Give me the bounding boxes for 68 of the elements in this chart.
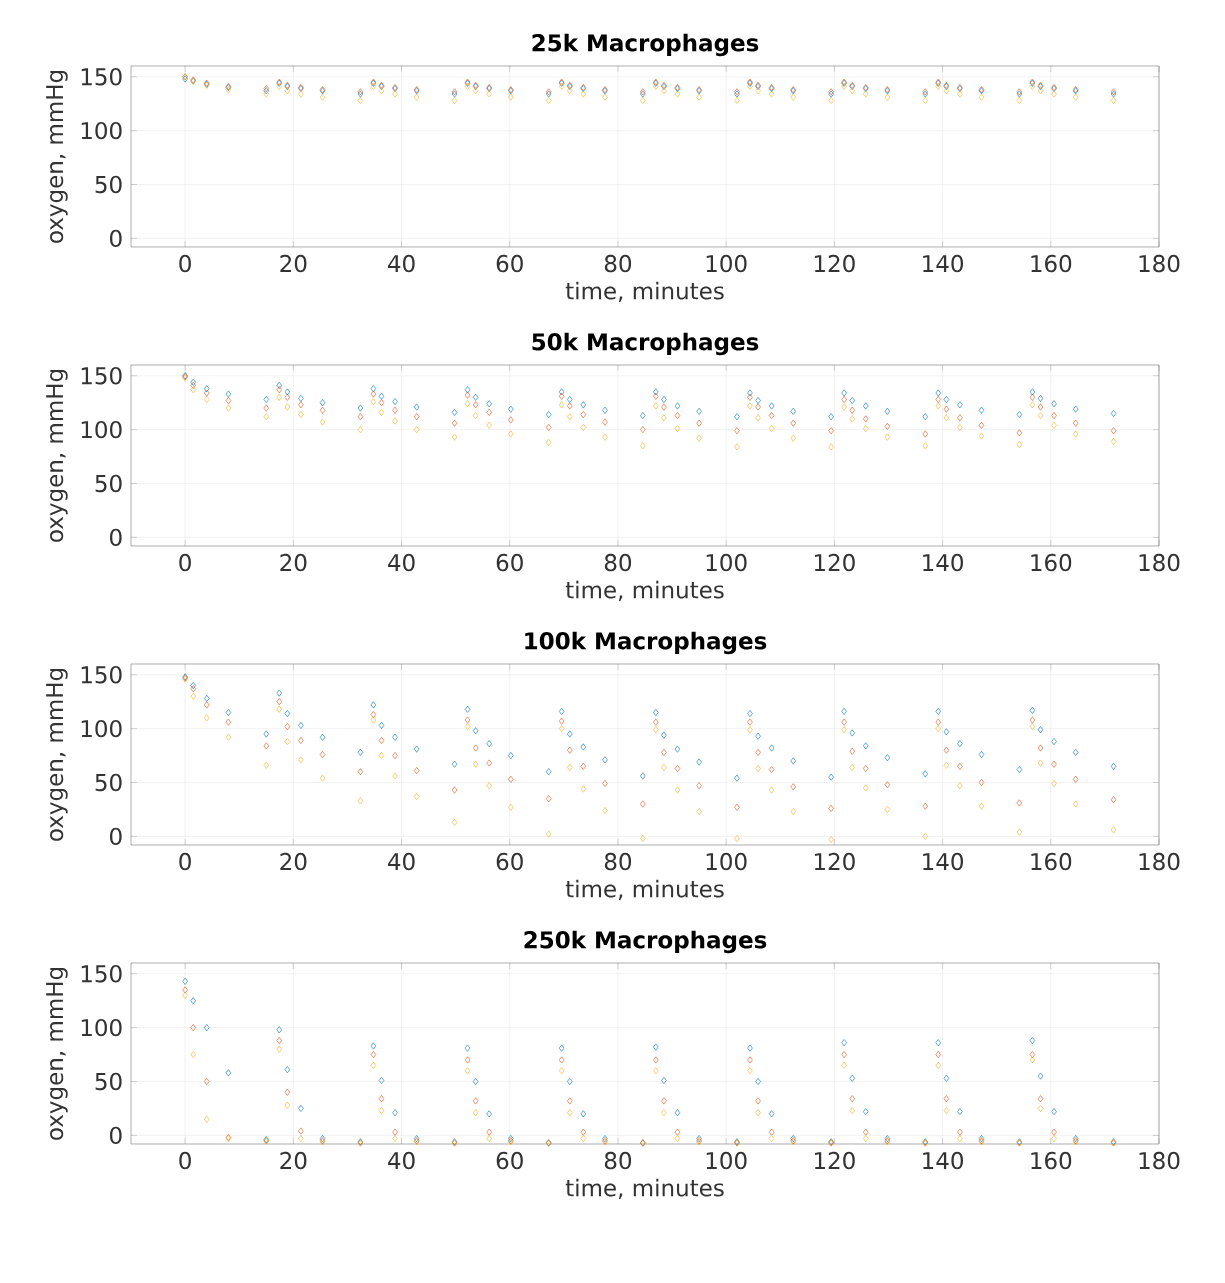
- x-tick-label: 60: [496, 553, 523, 572]
- chart-title: 25k Macrophages: [532, 33, 759, 57]
- x-axis-title: time, minutes: [565, 1178, 724, 1199]
- y-axis-title: oxygen, mmHg: [46, 668, 68, 841]
- y-axis-title: oxygen, mmHg: [46, 369, 68, 542]
- y-tick-label: 100: [81, 121, 122, 140]
- x-tick-label: 160: [1031, 254, 1072, 273]
- x-tick-label: 0: [179, 1151, 191, 1170]
- x-tick-label: 180: [1139, 852, 1180, 871]
- x-axis-title: time, minutes: [565, 580, 724, 601]
- x-tick-label: 0: [179, 852, 191, 871]
- y-tick-label: 0: [110, 528, 122, 547]
- y-tick-label: 150: [81, 68, 122, 86]
- x-tick-label: 20: [280, 1151, 307, 1170]
- chart-title: 250k Macrophages: [524, 930, 767, 954]
- y-axis-title: oxygen, mmHg: [46, 70, 68, 243]
- x-tick-label: 0: [179, 553, 191, 572]
- x-tick-label: 20: [280, 553, 307, 572]
- x-tick-label: 120: [814, 254, 855, 273]
- x-tick-label: 80: [604, 852, 632, 871]
- x-tick-label: 0: [179, 254, 191, 273]
- x-tick-label: 40: [388, 553, 415, 572]
- x-tick-label: 120: [814, 553, 855, 572]
- x-tick-label: 40: [388, 254, 415, 273]
- x-tick-label: 80: [604, 254, 632, 273]
- x-tick-label: 100: [706, 852, 747, 871]
- y-tick-label: 100: [81, 420, 122, 439]
- x-tick-label: 80: [604, 1151, 632, 1170]
- y-tick-label: 0: [110, 229, 122, 248]
- x-tick-label: 180: [1139, 1151, 1180, 1170]
- x-tick-label: 60: [496, 852, 523, 871]
- x-tick-label: 100: [706, 254, 747, 273]
- y-tick-label: 150: [81, 367, 122, 385]
- x-tick-label: 80: [604, 553, 632, 572]
- y-tick-label: 100: [81, 719, 122, 738]
- y-tick-label: 100: [81, 1018, 122, 1037]
- x-tick-label: 20: [280, 852, 307, 871]
- x-tick-label: 20: [280, 254, 307, 273]
- x-tick-label: 140: [923, 254, 963, 273]
- chart-title: 100k Macrophages: [525, 631, 767, 655]
- y-tick-label: 0: [110, 827, 122, 846]
- x-tick-label: 140: [923, 1151, 963, 1170]
- x-tick-label: 160: [1031, 852, 1072, 871]
- x-tick-label: 40: [388, 1151, 415, 1170]
- x-axis-title: time, minutes: [565, 879, 724, 900]
- x-tick-label: 180: [1139, 254, 1180, 273]
- x-tick-label: 60: [496, 1151, 523, 1170]
- x-axis-title: time, minutes: [565, 281, 724, 302]
- x-tick-label: 40: [388, 852, 415, 871]
- y-tick-label: 150: [81, 965, 122, 983]
- y-tick-label: 50: [95, 773, 122, 792]
- x-tick-label: 100: [706, 1151, 747, 1170]
- x-tick-label: 140: [923, 852, 963, 871]
- y-axis-title: oxygen, mmHg: [46, 967, 68, 1140]
- x-tick-label: 60: [496, 254, 523, 273]
- x-tick-label: 180: [1139, 553, 1180, 572]
- x-tick-label: 160: [1031, 553, 1072, 572]
- x-tick-label: 120: [814, 1151, 855, 1170]
- x-tick-label: 120: [814, 852, 855, 871]
- y-tick-label: 0: [110, 1126, 122, 1145]
- x-tick-label: 160: [1031, 1151, 1072, 1170]
- chart-title: 50k Macrophages: [532, 332, 759, 356]
- y-tick-label: 50: [95, 1072, 122, 1091]
- y-tick-label: 50: [95, 175, 122, 194]
- y-tick-label: 50: [95, 474, 122, 493]
- y-tick-label: 150: [81, 666, 122, 684]
- x-tick-label: 100: [706, 553, 747, 572]
- x-tick-label: 140: [923, 553, 963, 572]
